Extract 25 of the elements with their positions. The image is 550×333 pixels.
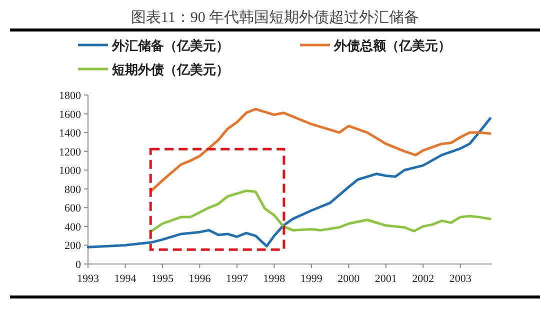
x-tick-label: 2000 [338,273,360,285]
y-tick-label: 800 [64,184,82,196]
legend-label: 外债总额（亿美元） [333,38,451,53]
x-tick-label: 2003 [449,273,472,285]
y-tick-label: 1200 [59,146,82,158]
x-tick-label: 1994 [114,273,137,285]
y-tick-label: 1000 [59,165,82,178]
x-tick-label: 1995 [151,273,174,285]
x-tick-label: 1996 [188,273,212,285]
y-tick-label: 1600 [59,108,82,121]
x-tick-label: 1997 [226,273,248,285]
x-tick-label: 2002 [412,273,434,285]
y-tick-label: 1800 [59,90,82,102]
y-tick-label: 0 [76,259,82,271]
legend-label: 外汇储备（亿美元） [111,38,229,53]
y-tick-label: 600 [64,202,82,215]
y-tick-label: 1400 [59,128,82,140]
chart-title: 图表11：90 年代韩国短期外债超过外汇储备 [130,9,420,26]
x-tick-label: 2001 [374,273,397,285]
x-tick-label: 1998 [263,273,286,285]
legend-label: 短期外债（亿美元） [111,62,229,77]
x-tick-label: 1999 [300,273,323,285]
y-tick-label: 200 [64,240,82,252]
x-tick-label: 1993 [77,273,100,285]
y-tick-label: 400 [64,221,82,234]
